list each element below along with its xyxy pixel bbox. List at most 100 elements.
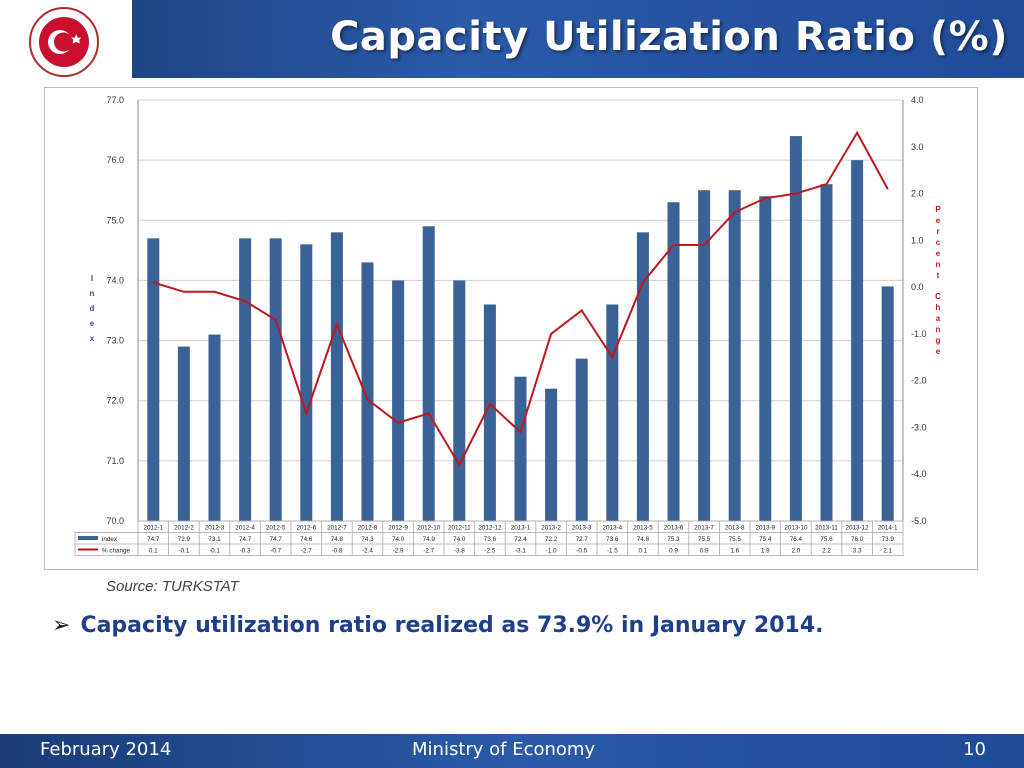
pct-change-point (795, 192, 797, 195)
bar (575, 358, 588, 521)
data-label-index: 76.0 (851, 536, 864, 543)
y-tick-label: 75.0 (106, 215, 124, 225)
x-tick-label: 2013-11 (815, 525, 838, 532)
data-label-pct-change: -3.1 (515, 548, 526, 555)
data-label-pct-change: -0.8 (331, 548, 342, 555)
data-label-pct-change: 1.6 (730, 548, 739, 555)
data-label-index: 74.0 (453, 536, 466, 543)
y2-axis-title-letter: n (936, 260, 941, 269)
bar (820, 184, 833, 521)
source-note: Source: TURKSTAT (106, 578, 239, 595)
data-label-pct-change: -2.7 (301, 548, 312, 555)
y-tick-label: 73.0 (106, 336, 124, 346)
data-label-index: 75.6 (820, 536, 833, 543)
legend-label-index: index (102, 536, 118, 543)
footer-organization: Ministry of Economy (412, 739, 596, 760)
bar (483, 304, 496, 521)
pct-change-point (458, 464, 461, 466)
bar (239, 238, 252, 522)
y2-tick-label: -4.0 (911, 469, 927, 479)
bar (453, 280, 466, 521)
data-label-index: 74.7 (147, 536, 160, 543)
bar (789, 136, 802, 522)
bar (361, 262, 374, 521)
y-axis-title-letter: I (91, 274, 93, 283)
data-label-pct-change: -0.7 (270, 548, 281, 555)
logo-panel (0, 0, 132, 78)
bar (147, 238, 160, 522)
data-label-pct-change: 1.9 (761, 548, 770, 555)
page-title: Capacity Utilization Ratio (%) (330, 14, 1008, 60)
y-axis-title-letter: n (90, 289, 95, 298)
pct-change-point (397, 421, 399, 424)
pct-change-point (305, 412, 308, 415)
data-label-pct-change: -0.1 (209, 548, 220, 555)
pct-change-point (183, 290, 185, 293)
pct-change-point (427, 412, 430, 415)
pct-change-point (213, 290, 216, 293)
x-tick-label: 2012-9 (388, 525, 408, 532)
bar (300, 244, 313, 522)
bar (177, 346, 190, 521)
y-tick-label: 74.0 (106, 275, 124, 285)
data-label-index: 74.9 (423, 536, 436, 543)
data-label-pct-change: -1.0 (546, 548, 557, 555)
data-label-pct-change: -0.1 (178, 548, 189, 555)
data-label-index: 74.8 (637, 536, 650, 543)
x-tick-label: 2013-9 (755, 525, 775, 532)
chart-frame: 70.0 71.0 72.0 73.0 74.0 75.0 76.0 77.0 -5.0 -4.0… (44, 87, 978, 570)
data-label-index: 72.7 (576, 536, 589, 543)
x-tick-label: 2012-2 (174, 525, 194, 532)
pct-change-point (825, 183, 828, 185)
data-label-pct-change: -2.4 (362, 548, 373, 555)
data-label-pct-change: 3.3 (853, 548, 862, 555)
y2-tick-label: 2.0 (911, 189, 924, 199)
legend-key-index (78, 536, 98, 540)
legend-label-pct-change: % change (102, 548, 131, 555)
bar (330, 232, 343, 522)
pct-change-point (366, 398, 369, 401)
ministry-seal-logo (29, 7, 99, 77)
y2-tick-label: -3.0 (911, 422, 927, 432)
x-tick-label: 2013-10 (784, 525, 808, 532)
data-label-index: 74.3 (361, 536, 374, 543)
y-axis-title-letter: d (90, 304, 95, 313)
pct-change-point (550, 333, 552, 335)
y-tick-label: 77.0 (106, 95, 124, 105)
pct-change-point (733, 211, 736, 214)
data-label-index: 75.3 (667, 536, 680, 543)
bar (698, 190, 711, 521)
x-tick-label: 2012-7 (327, 525, 347, 532)
y2-tick-label: 1.0 (911, 235, 924, 245)
data-label-index: 75.5 (698, 536, 711, 543)
x-tick-label: 2012-8 (358, 525, 378, 532)
y-tick-label: 71.0 (106, 456, 124, 466)
data-label-pct-change: -3.8 (454, 548, 465, 555)
data-label-index: 73.6 (606, 536, 619, 543)
y-axis-title-letter: e (90, 319, 95, 328)
pct-change-point (856, 131, 858, 134)
x-tick-label: 2012-6 (296, 525, 316, 532)
pct-change-point (703, 244, 705, 246)
y2-tick-label: 0.0 (911, 282, 924, 292)
bullet-text: Capacity utilization ratio realized as 7… (80, 612, 824, 638)
pct-change-point (580, 309, 583, 312)
y-tick-label: 72.0 (106, 396, 124, 406)
pct-change-point (886, 188, 889, 190)
x-tick-label: 2013-5 (633, 525, 653, 532)
bar (606, 304, 619, 521)
data-label-pct-change: -0.5 (576, 548, 587, 555)
bar (759, 196, 772, 521)
data-label-pct-change: -2.7 (423, 548, 434, 555)
bar (636, 232, 649, 522)
arrow-bullet-icon: ➢ (52, 612, 71, 637)
data-label-index: 72.4 (514, 536, 527, 543)
y2-axis-title-letter: n (936, 325, 941, 334)
data-label-index: 74.0 (392, 536, 405, 543)
footer-bar: February 2014 Ministry of Economy 10 (0, 734, 1024, 768)
x-tick-label: 2012-1 (143, 525, 163, 532)
y2-tick-label: -1.0 (911, 329, 927, 339)
data-label-index: 75.5 (729, 536, 742, 543)
y-tick-label: 76.0 (106, 155, 124, 165)
page-number: 10 (963, 739, 986, 760)
